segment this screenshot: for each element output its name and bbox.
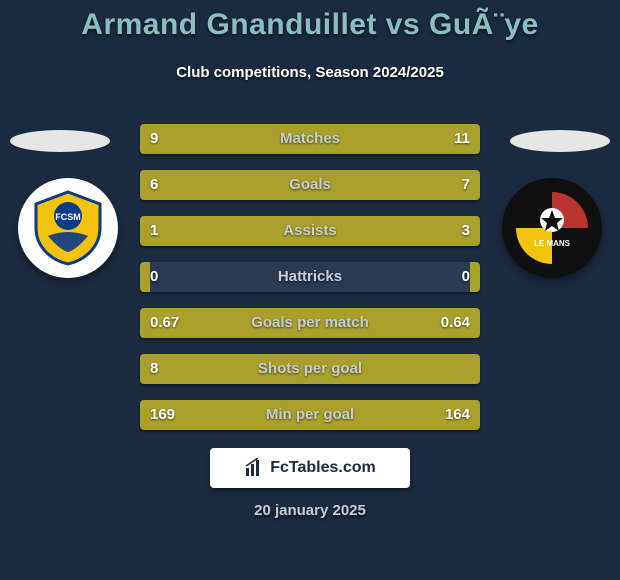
platform-left (10, 130, 110, 152)
metric-label: Assists (140, 216, 480, 246)
comparison-card: Armand Gnanduillet vs GuÃ¨ye Club compet… (0, 0, 620, 580)
chart-icon (244, 458, 264, 478)
metric-row: 13Assists (140, 216, 480, 246)
crest-left-text: FCSM (55, 212, 81, 222)
crest-right-inner: LE MANS (507, 183, 597, 273)
page-title: Armand Gnanduillet vs GuÃ¨ye (0, 8, 620, 42)
metric-row: 169164Min per goal (140, 400, 480, 430)
footer-label: FcTables.com (270, 459, 376, 477)
crest-right: LE MANS (502, 178, 602, 278)
bars-container: 911Matches 67Goals 13Assists 00Hattricks 0.6… (140, 124, 480, 446)
metric-label: Shots per goal (140, 354, 480, 384)
crest-right-svg: LE MANS (512, 188, 592, 268)
metric-row: 67Goals (140, 170, 480, 200)
crest-left-svg: FCSM (28, 188, 108, 268)
footer-logo[interactable]: FcTables.com (210, 448, 410, 488)
metric-label: Min per goal (140, 400, 480, 430)
crest-left: FCSM (18, 178, 118, 278)
metric-label: Hattricks (140, 262, 480, 292)
metric-row: 00Hattricks (140, 262, 480, 292)
metric-row: 8Shots per goal (140, 354, 480, 384)
crest-right-text: LE MANS (534, 239, 571, 248)
date-label: 20 january 2025 (0, 502, 620, 519)
metric-row: 0.670.64Goals per match (140, 308, 480, 338)
metric-row: 911Matches (140, 124, 480, 154)
metric-label: Goals (140, 170, 480, 200)
crest-left-inner: FCSM (23, 183, 113, 273)
metric-label: Goals per match (140, 308, 480, 338)
metric-label: Matches (140, 124, 480, 154)
platform-right (510, 130, 610, 152)
subtitle: Club competitions, Season 2024/2025 (0, 64, 620, 81)
